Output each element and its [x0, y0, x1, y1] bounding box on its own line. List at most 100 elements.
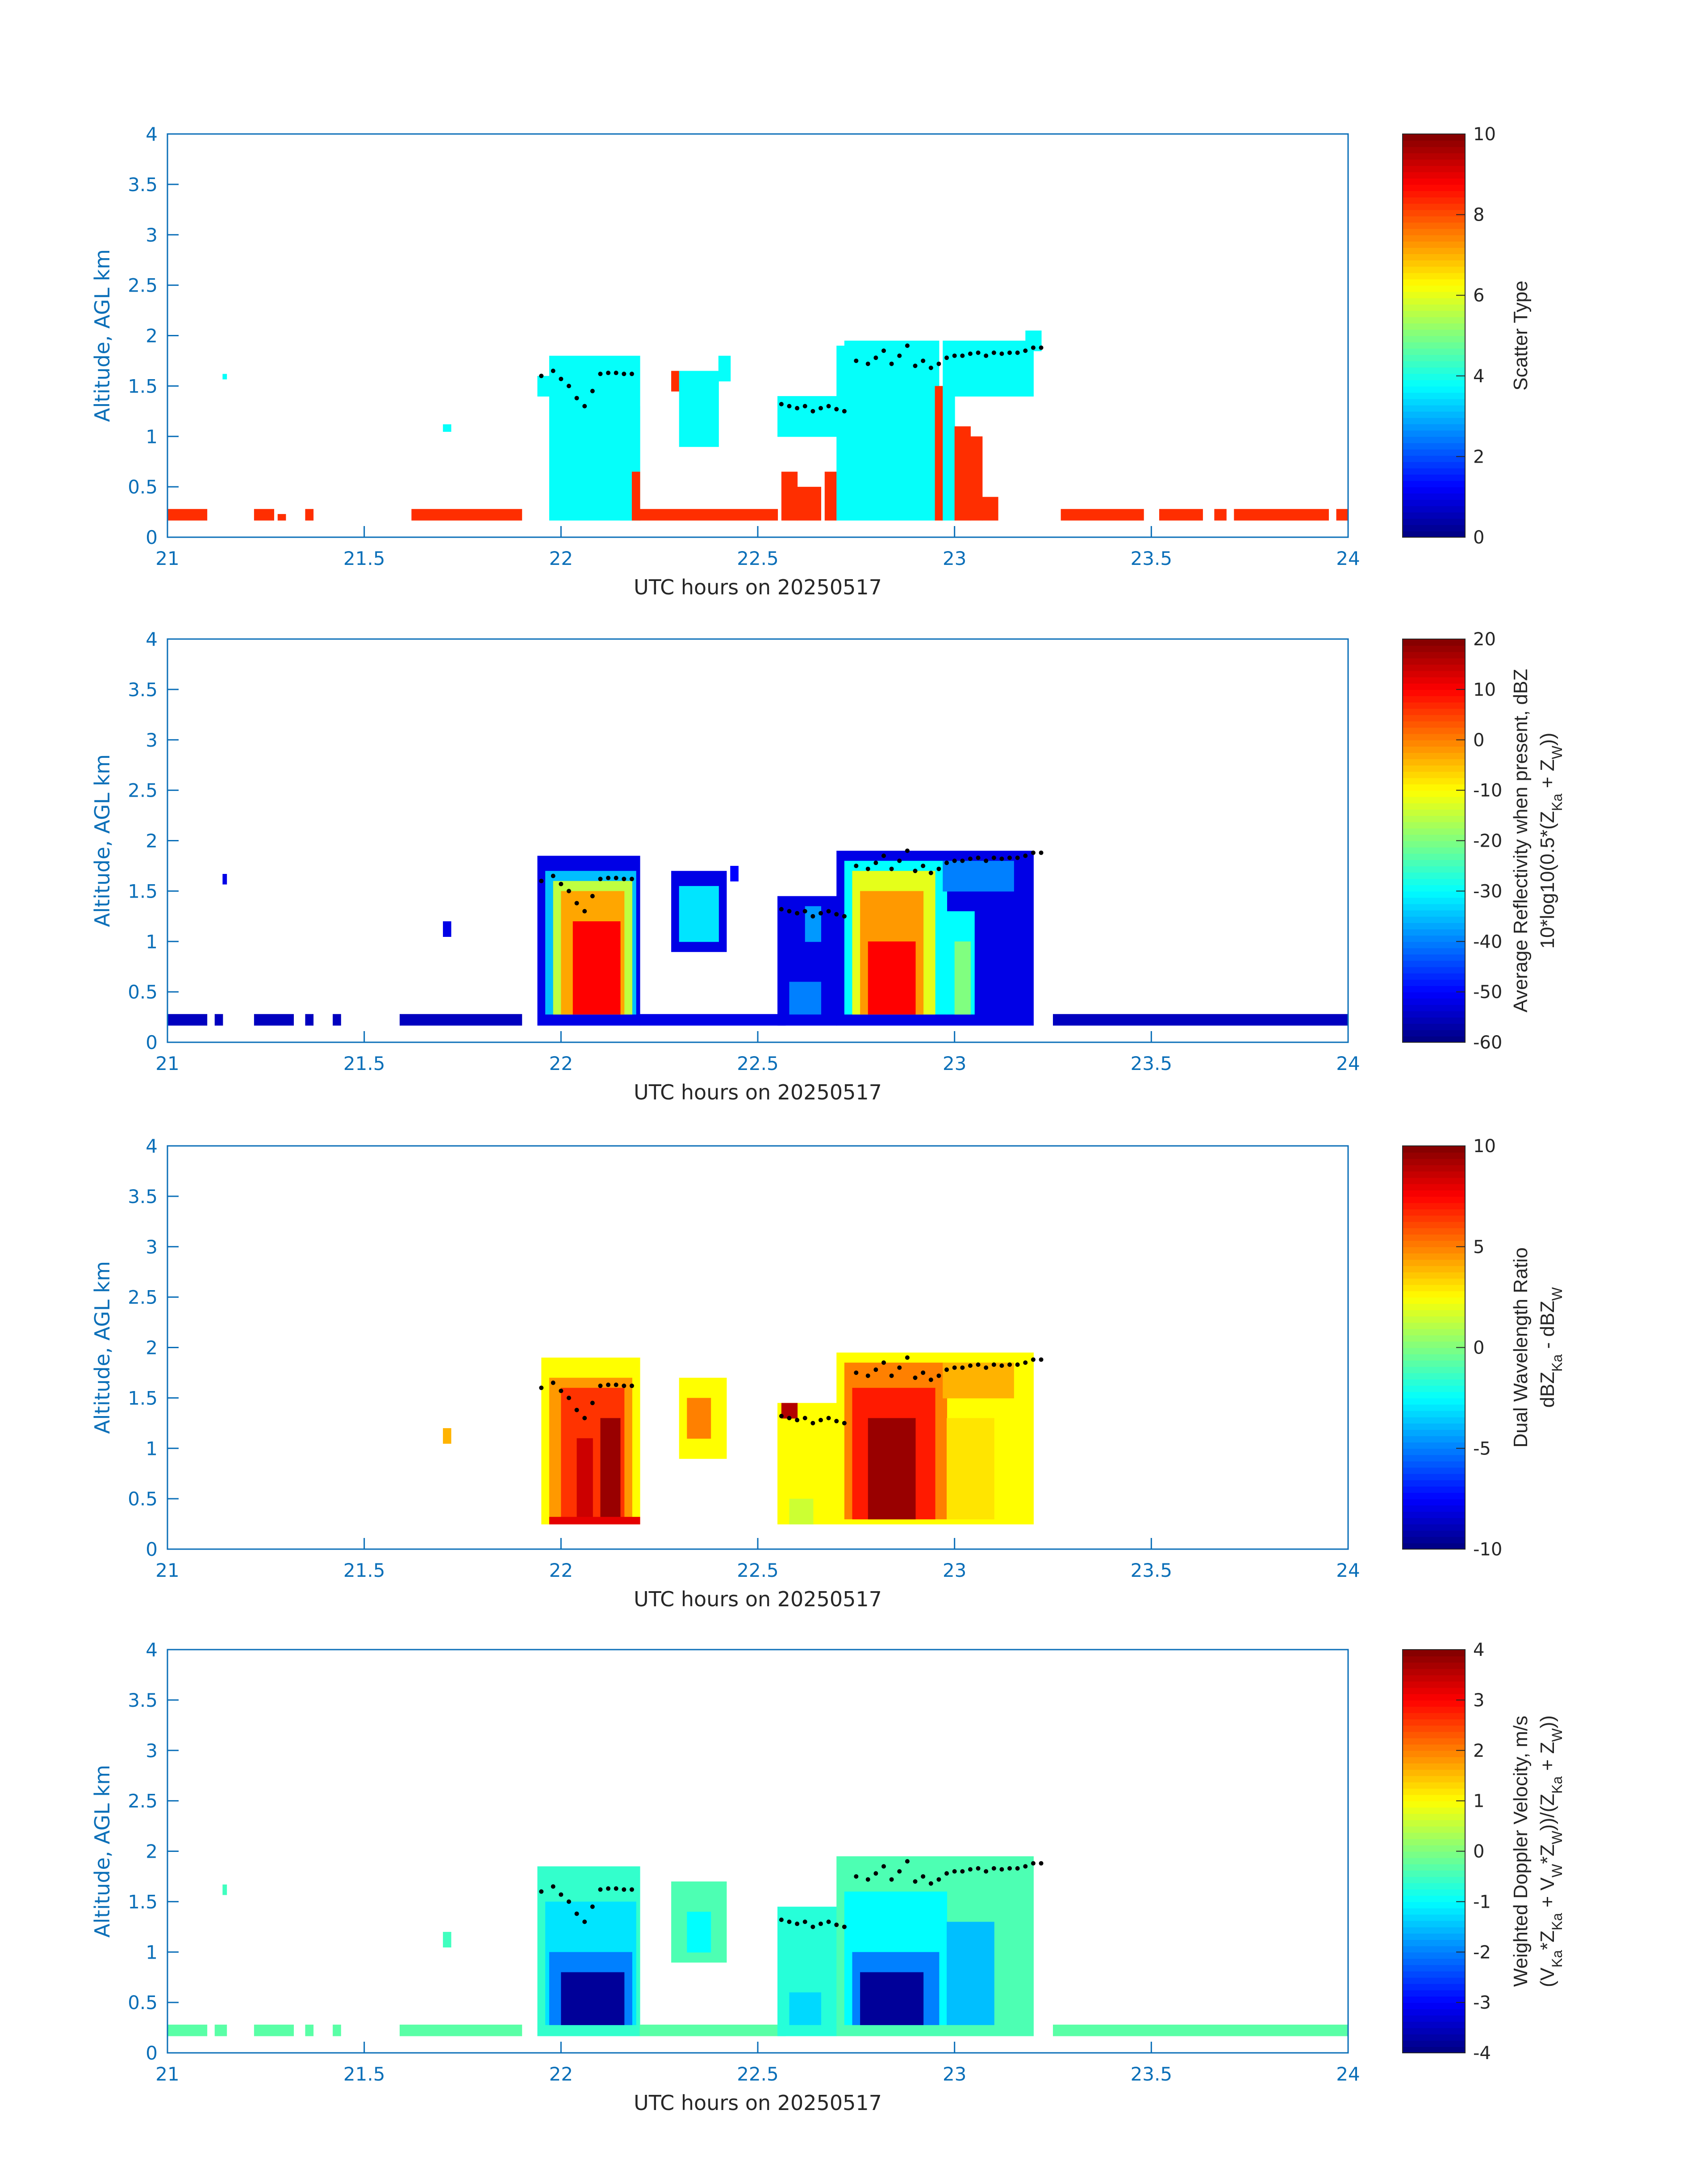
colorbar-swatch [1403, 203, 1465, 210]
colorbar-swatch [1403, 1499, 1465, 1506]
cloud-top-dot [574, 396, 579, 401]
cloud-top-dot [936, 361, 941, 366]
cloud-top-dot [976, 350, 981, 355]
y-tick-label: 1.5 [128, 880, 158, 902]
colorbar-label-part: + Z [1537, 1742, 1558, 1776]
cloud-top-dot [921, 1874, 926, 1879]
colorbar-swatch [1403, 417, 1465, 425]
colorbar-swatch [1403, 392, 1465, 399]
cloud-top-dot [865, 1373, 870, 1378]
cloud-top-dot [787, 909, 792, 914]
colorbar-swatch [1403, 1971, 1465, 1978]
colorbar-swatch [1403, 190, 1465, 198]
colorbar-swatch [1403, 1693, 1465, 1701]
colorbar-swatch [1403, 2021, 1465, 2028]
colorbar-swatch [1403, 197, 1465, 204]
y-tick-label: 3.5 [128, 1186, 158, 1208]
cloud-top-dot [629, 372, 634, 376]
colorbar-swatch [1403, 304, 1465, 311]
colorbar-swatch [1403, 1246, 1465, 1254]
y-tick-label: 3.5 [128, 1689, 158, 1711]
cloud-top-dot [881, 853, 886, 858]
cloud-top-dot [928, 870, 933, 875]
colorbar-swatch [1403, 1788, 1465, 1795]
colorbar-tick-label: 6 [1473, 285, 1484, 306]
colorbar-tick-label: 10 [1473, 1136, 1496, 1157]
x-tick-label: 22 [549, 2063, 573, 2085]
y-tick-label: 1 [146, 931, 158, 953]
colorbar-swatch [1403, 1530, 1465, 1537]
cloud-top-dot [921, 358, 926, 363]
colorbar-swatch [1403, 1706, 1465, 1713]
colorbar-swatch [1403, 1832, 1465, 1839]
colorbar-swatch [1403, 941, 1465, 949]
colorbar-swatch [1403, 1819, 1465, 1827]
cloud-top-dot [913, 869, 918, 873]
colorbar-swatch [1403, 1870, 1465, 1877]
colorbar-swatch [1403, 1316, 1465, 1323]
data-cell [1061, 509, 1144, 521]
cloud-top-dot [539, 1889, 544, 1894]
colorbar-swatch [1403, 1744, 1465, 1751]
colorbar-swatch [1403, 184, 1465, 191]
colorbar-swatch [1403, 664, 1465, 671]
y-tick-label: 4 [146, 1135, 158, 1157]
colorbar-swatch [1403, 1700, 1465, 1707]
cloud-top-dot [1031, 345, 1036, 350]
cloud-top-dot [865, 361, 870, 366]
colorbar-swatch [1403, 1234, 1465, 1241]
colorbar-swatch [1403, 979, 1465, 986]
panel-4: 21 21.5 22 22.5 23 23.5 2400.511.522.533.54UTC… [90, 1639, 1565, 2115]
colorbar-swatch [1403, 809, 1465, 816]
x-tick-label: 23 [943, 1559, 966, 1581]
x-tick-label: 23 [943, 547, 966, 569]
colorbar-swatch [1403, 1542, 1465, 1550]
colorbar-swatch [1403, 1341, 1465, 1348]
colorbar-label-part: W [1549, 1728, 1565, 1742]
cloud-top-dot [574, 1408, 579, 1412]
cloud-top-dot [976, 1866, 981, 1871]
x-tick-label: 22 [549, 1559, 573, 1581]
colorbar-swatch [1403, 329, 1465, 336]
cloud-top-dot [968, 1867, 973, 1872]
cloud-top-dot [582, 404, 587, 409]
cloud-top-dot [921, 1370, 926, 1375]
cloud-top-dot [795, 1418, 800, 1423]
colorbar-swatch [1403, 1807, 1465, 1814]
colorbar-swatch [1403, 1259, 1465, 1266]
cloud-top-dot [905, 343, 910, 348]
data-cell [222, 374, 227, 380]
x-tick-label: 23.5 [1131, 1559, 1173, 1581]
cloud-top-dot [559, 882, 564, 886]
y-tick-label: 3.5 [128, 174, 158, 196]
cloud-top-dot [590, 1904, 595, 1909]
colorbar-swatch [1403, 367, 1465, 374]
cloud-top-dot [598, 372, 603, 376]
cloud-top-dot [622, 1887, 626, 1892]
cloud-top-dot [897, 353, 902, 358]
colorbar-swatch [1403, 1656, 1465, 1663]
colorbar-swatch [1403, 493, 1465, 500]
y-tick-label: 1 [146, 426, 158, 447]
colorbar-swatch [1403, 360, 1465, 368]
y-tick-label: 3 [146, 1236, 158, 1258]
colorbar-swatch [1403, 1436, 1465, 1443]
colorbar-label-part: *Z [1537, 1844, 1558, 1864]
colorbar-swatch [1403, 405, 1465, 412]
colorbar-swatch [1403, 828, 1465, 835]
cloud-top-dot [936, 1373, 941, 1378]
colorbar-swatch [1403, 1017, 1465, 1024]
colorbar-tick-label: 4 [1473, 366, 1484, 387]
cloud-top-dot [1031, 1357, 1036, 1362]
cloud-top-dot [952, 858, 957, 863]
colorbar-label-part: dBZ [1537, 1372, 1558, 1408]
x-tick-label: 24 [1336, 1053, 1360, 1074]
cloud-top-dot [928, 1377, 933, 1382]
cloud-top-dot [779, 1414, 784, 1419]
colorbar-swatch [1403, 260, 1465, 267]
colorbar-swatch [1403, 1404, 1465, 1411]
data-cell [399, 1014, 522, 1026]
colorbar-swatch [1403, 1794, 1465, 1801]
cloud-top-dot [936, 1877, 941, 1882]
colorbar-swatch [1403, 266, 1465, 273]
